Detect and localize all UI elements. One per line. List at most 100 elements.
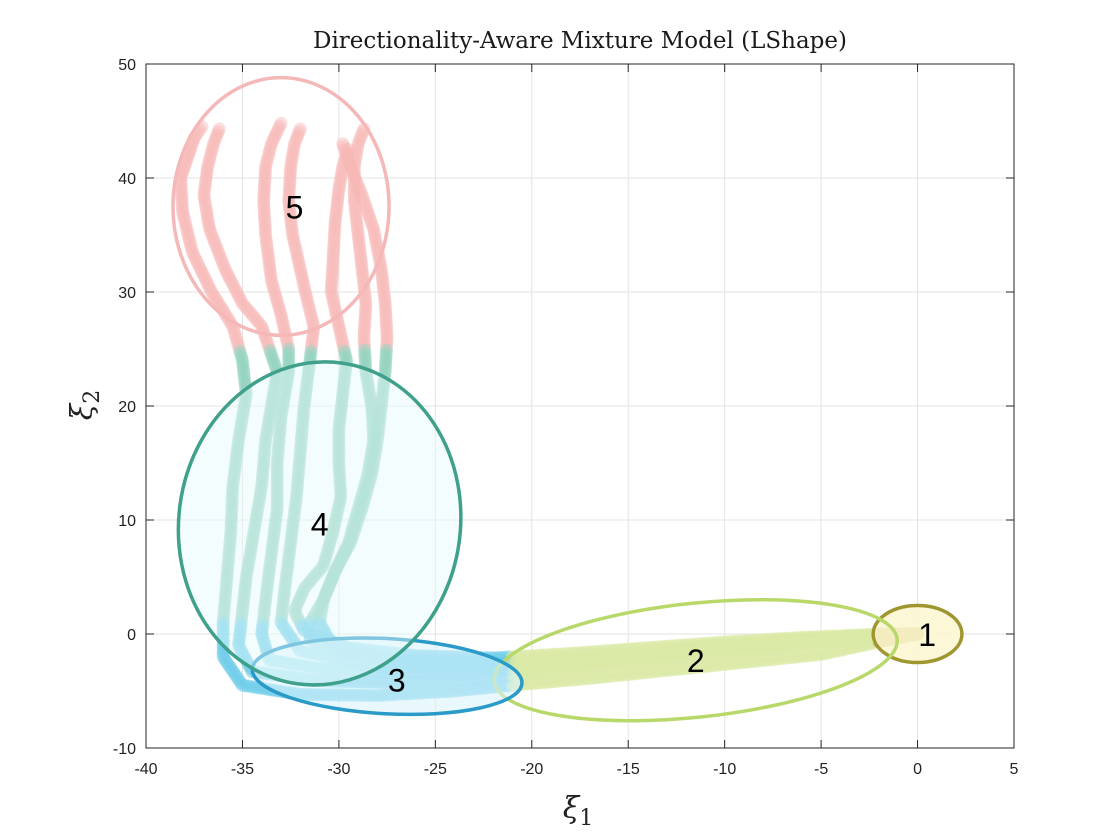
trajectory-point — [365, 216, 378, 230]
trajectory-point — [282, 552, 296, 566]
trajectory-point — [202, 216, 216, 230]
trajectory-point — [257, 194, 271, 208]
trajectory-point — [218, 593, 232, 607]
trajectory-point — [334, 400, 348, 414]
trajectory-point — [285, 219, 298, 233]
trajectory-point — [317, 593, 330, 607]
trajectory-point — [335, 397, 349, 411]
trajectory-point — [282, 191, 296, 205]
trajectory-point — [260, 424, 274, 438]
trajectory-point — [287, 507, 301, 520]
trajectory-point — [264, 140, 278, 154]
trajectory-point — [347, 527, 361, 540]
trajectory-point — [352, 180, 366, 194]
trajectory-point — [351, 140, 365, 154]
trajectory-point — [249, 511, 263, 525]
trajectory-point — [299, 579, 313, 593]
trajectory-point — [353, 240, 367, 254]
trajectory-point — [289, 134, 303, 148]
trajectory-point — [274, 116, 288, 130]
trajectory-point — [283, 203, 297, 217]
trajectory-point — [283, 166, 297, 180]
trajectory-point — [280, 562, 294, 576]
trajectory-point — [295, 425, 309, 439]
trajectory-point — [353, 247, 367, 261]
trajectory-point — [218, 596, 232, 610]
trajectory-point — [379, 352, 393, 366]
y-tick-label: 0 — [127, 627, 136, 644]
trajectory-point — [258, 599, 272, 613]
trajectory-point — [234, 417, 248, 431]
trajectory-point — [343, 530, 357, 544]
trajectory-point — [300, 293, 314, 307]
trajectory-point — [270, 463, 284, 476]
trajectory-point — [376, 384, 390, 397]
trajectory-point — [332, 428, 346, 442]
trajectory-point — [301, 296, 315, 310]
trajectory-point — [354, 256, 368, 270]
trajectory-point — [353, 495, 367, 509]
trajectory-point — [285, 529, 298, 543]
trajectory-point — [360, 371, 374, 385]
trajectory-point — [328, 226, 341, 240]
trajectory-point — [317, 556, 331, 569]
trajectory-point — [225, 495, 239, 509]
trajectory-point — [174, 177, 188, 191]
trajectory-point — [349, 213, 363, 226]
trajectory-point — [265, 544, 279, 558]
trajectory-point — [265, 393, 279, 407]
trajectory-point — [317, 593, 330, 607]
trajectory-point — [277, 320, 291, 334]
trajectory-point — [258, 213, 272, 226]
trajectory-point — [202, 279, 216, 293]
trajectory-point — [227, 279, 241, 293]
trajectory-point — [347, 517, 361, 531]
trajectory-point — [358, 197, 372, 211]
trajectory-point — [226, 476, 240, 489]
trajectory-point — [294, 432, 308, 446]
trajectory-point — [179, 221, 193, 234]
trajectory-point — [352, 511, 366, 525]
trajectory-point — [341, 145, 355, 159]
trajectory-point — [333, 481, 347, 495]
trajectory-point — [281, 339, 295, 353]
x-axis-label: ξ1 — [563, 791, 594, 831]
trajectory-point — [230, 285, 244, 299]
trajectory-point — [359, 489, 372, 503]
trajectory-point — [180, 154, 193, 168]
trajectory-point — [238, 372, 251, 386]
trajectory-point — [216, 256, 230, 270]
trajectory-point — [220, 265, 233, 279]
trajectory-point — [350, 147, 363, 161]
trajectory-point — [357, 324, 371, 338]
trajectory-point — [326, 254, 340, 268]
trajectory-point — [271, 443, 285, 457]
gaussian-components — [171, 75, 964, 723]
trajectory-point — [329, 210, 343, 224]
trajectory-point — [360, 204, 374, 218]
trajectory-point — [270, 292, 284, 306]
trajectory-point — [202, 219, 216, 233]
trajectory-point — [304, 344, 318, 358]
trajectory-point — [332, 425, 346, 439]
trajectory-point — [235, 410, 249, 424]
trajectory-point — [189, 254, 203, 268]
trajectory-point — [323, 537, 337, 551]
trajectory-point — [272, 437, 286, 450]
axes — [145, 63, 1015, 749]
trajectory-point — [364, 213, 377, 227]
trajectory-point — [333, 325, 347, 339]
trajectory-point — [355, 188, 369, 202]
trajectory-point — [237, 592, 251, 606]
trajectory-point — [339, 542, 353, 555]
x-axis-label-sub: 1 — [579, 806, 593, 831]
trajectory-point — [325, 276, 339, 290]
trajectory-point — [298, 389, 312, 403]
trajectory-point — [274, 417, 287, 431]
trajectory-point — [334, 484, 347, 498]
trajectory-point — [267, 283, 281, 297]
trajectory-point — [264, 274, 278, 288]
trajectory-point — [293, 259, 307, 273]
trajectory-point — [292, 461, 306, 475]
trajectory-point — [279, 575, 293, 589]
